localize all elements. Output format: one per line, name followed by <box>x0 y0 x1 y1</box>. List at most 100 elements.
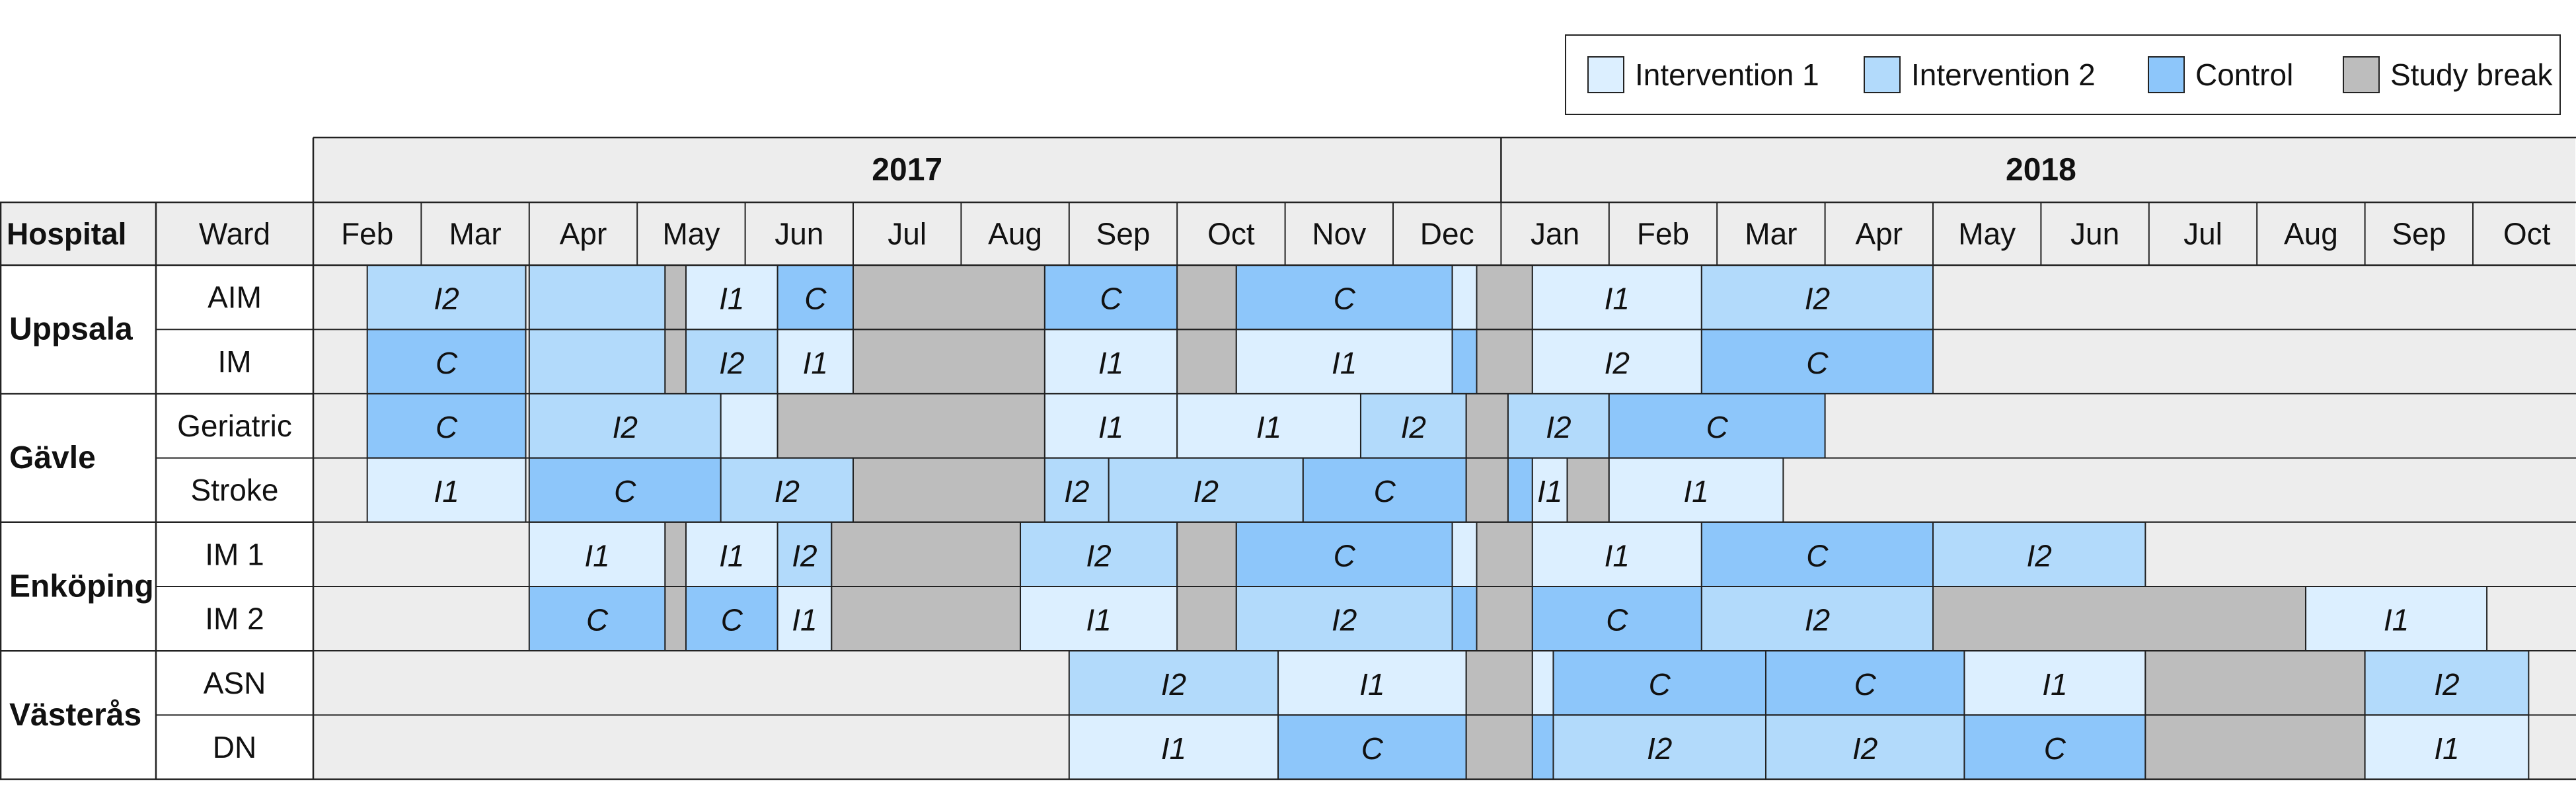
period-label: I2 <box>1064 474 1089 508</box>
month-label: Nov <box>1312 217 1366 251</box>
period-label: C <box>1361 731 1384 766</box>
period-label: I1 <box>1605 538 1630 573</box>
period-label: I1 <box>1086 603 1111 637</box>
period-label: I1 <box>792 603 817 637</box>
month-label: May <box>1958 217 2016 251</box>
month-label: Oct <box>2503 217 2551 251</box>
period-label: I1 <box>1605 282 1630 316</box>
legend-item: Intervention 2 <box>1864 36 2096 114</box>
period-label: I1 <box>1332 346 1357 380</box>
month-label: Aug <box>988 217 1042 251</box>
legend-swatch <box>1587 56 1624 93</box>
period-bar <box>685 329 778 395</box>
month-label: Dec <box>1420 217 1474 251</box>
legend-swatch <box>2148 56 2185 93</box>
period-bar <box>2364 650 2530 716</box>
period-bar <box>1451 521 1478 587</box>
period-bar <box>685 586 778 652</box>
period-label: C <box>721 603 743 637</box>
month-label: Sep <box>1096 217 1151 251</box>
period-bar <box>1465 393 1509 459</box>
hospital-label: Uppsala <box>9 312 133 347</box>
period-label: C <box>1649 667 1671 702</box>
period-bar <box>831 521 1022 587</box>
period-label: I2 <box>434 282 459 316</box>
period-label: I2 <box>2434 667 2459 702</box>
hospital-label: Gävle <box>9 440 96 475</box>
period-bar <box>831 586 1022 652</box>
legend-item: Intervention 1 <box>1587 36 1819 114</box>
period-label: C <box>1606 603 1628 637</box>
period-label: C <box>2044 731 2066 766</box>
period-bar <box>528 329 666 395</box>
period-bar <box>1176 521 1237 587</box>
period-label: I1 <box>1683 474 1708 508</box>
period-label: I2 <box>1852 731 1877 766</box>
hospital-header: Hospital <box>7 217 126 251</box>
period-bar <box>1176 329 1237 395</box>
period-label: I1 <box>434 474 459 508</box>
period-label: I2 <box>775 474 800 508</box>
period-bar <box>1277 650 1467 716</box>
month-label: May <box>662 217 720 251</box>
period-label: C <box>1706 410 1729 444</box>
ward-label: AIM <box>208 280 262 315</box>
period-bar <box>528 264 666 331</box>
period-bar <box>1531 714 1554 780</box>
period-bar <box>366 457 527 523</box>
ward-header: Ward <box>199 217 270 251</box>
legend-label: Intervention 1 <box>1635 58 1819 92</box>
period-bar <box>1359 393 1467 459</box>
period-bar <box>1608 393 1826 459</box>
month-label: Mar <box>449 217 501 251</box>
month-label: Jan <box>1531 217 1579 251</box>
period-bar <box>1932 586 2306 652</box>
period-label: I2 <box>1332 603 1357 637</box>
period-label: C <box>1806 538 1829 573</box>
period-label: I2 <box>792 538 817 573</box>
month-label: Apr <box>1856 217 1903 251</box>
period-label: C <box>614 474 636 508</box>
period-bar <box>1465 714 1533 780</box>
period-label: I1 <box>2434 731 2459 766</box>
period-label: I1 <box>584 538 609 573</box>
month-label: Jun <box>2070 217 2119 251</box>
period-bar <box>664 264 687 331</box>
legend-item: Control <box>2148 36 2293 114</box>
legend: Intervention 1 Intervention 2 Control Study… <box>1565 34 2561 115</box>
period-bar <box>1235 329 1453 395</box>
period-bar <box>1176 264 1237 331</box>
month-label: Jul <box>2183 217 2222 251</box>
period-label: I1 <box>1537 474 1562 508</box>
period-bar <box>1176 586 1237 652</box>
period-bar <box>664 521 687 587</box>
ward-label: IM 1 <box>205 537 264 571</box>
period-bar <box>777 329 854 395</box>
month-label: Sep <box>2392 217 2446 251</box>
hospital-label: Västerås <box>9 698 141 733</box>
period-label: I2 <box>613 410 638 444</box>
month-label: Jul <box>888 217 927 251</box>
period-bar <box>1451 264 1478 331</box>
period-label: I2 <box>1805 282 1830 316</box>
period-bar <box>1963 650 2146 716</box>
period-bar <box>1235 521 1453 587</box>
year-header-bg <box>313 138 2575 202</box>
period-bar <box>1566 457 1610 523</box>
period-bar <box>1476 264 1533 331</box>
period-bar <box>1608 457 1784 523</box>
period-bar <box>1176 393 1361 459</box>
period-label: C <box>1374 474 1396 508</box>
period-label: C <box>1854 667 1877 702</box>
ward-label: DN <box>213 730 256 764</box>
period-label: I1 <box>1098 346 1123 380</box>
period-label: I2 <box>1605 346 1630 380</box>
hospital-label: Enköping <box>9 569 154 604</box>
period-bar <box>1700 521 1934 587</box>
period-bar <box>1700 264 1934 331</box>
period-label: I2 <box>1086 538 1111 573</box>
year-label: 2017 <box>872 153 942 188</box>
period-bar <box>664 586 687 652</box>
period-bar <box>777 586 833 652</box>
